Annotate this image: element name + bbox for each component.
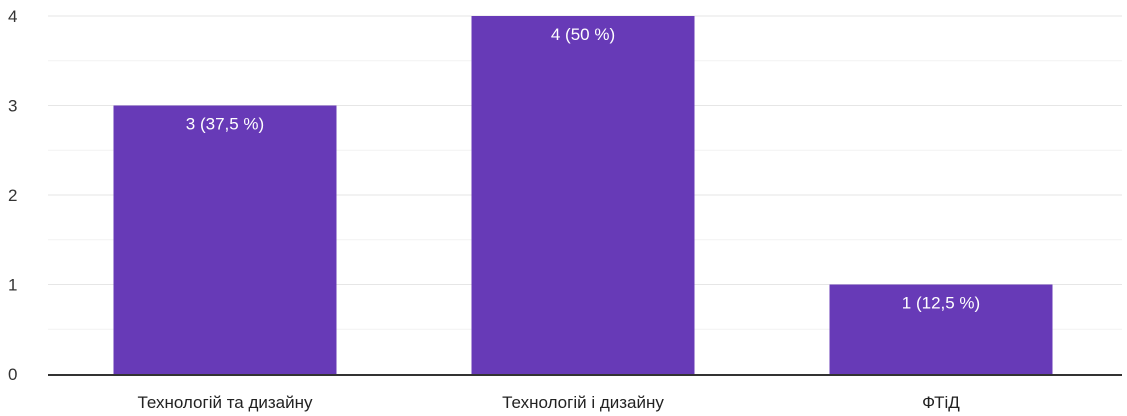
y-axis-ticks: 0 1 2 3 4 [8, 7, 17, 384]
bar-data-label: 3 (37,5 %) [186, 115, 264, 134]
y-tick-label: 2 [8, 186, 17, 205]
x-category-label: Технологій та дизайну [137, 393, 313, 412]
y-tick-label: 0 [8, 365, 17, 384]
y-tick-label: 4 [8, 7, 17, 26]
x-category-label: Технологій і дизайну [502, 393, 664, 412]
bar-data-label: 1 (12,5 %) [902, 294, 980, 313]
y-tick-label: 1 [8, 276, 17, 295]
x-axis-labels: Технологій та дизайну Технологій і дизайн… [137, 393, 960, 412]
bar [113, 105, 337, 374]
bar-data-label: 4 (50 %) [551, 25, 615, 44]
y-tick-label: 3 [8, 97, 17, 116]
x-category-label: ФТіД [922, 393, 960, 412]
bar [829, 284, 1053, 374]
bars: 3 (37,5 %) 4 (50 %) 1 (12,5 %) [113, 16, 1053, 374]
bar [471, 16, 695, 374]
